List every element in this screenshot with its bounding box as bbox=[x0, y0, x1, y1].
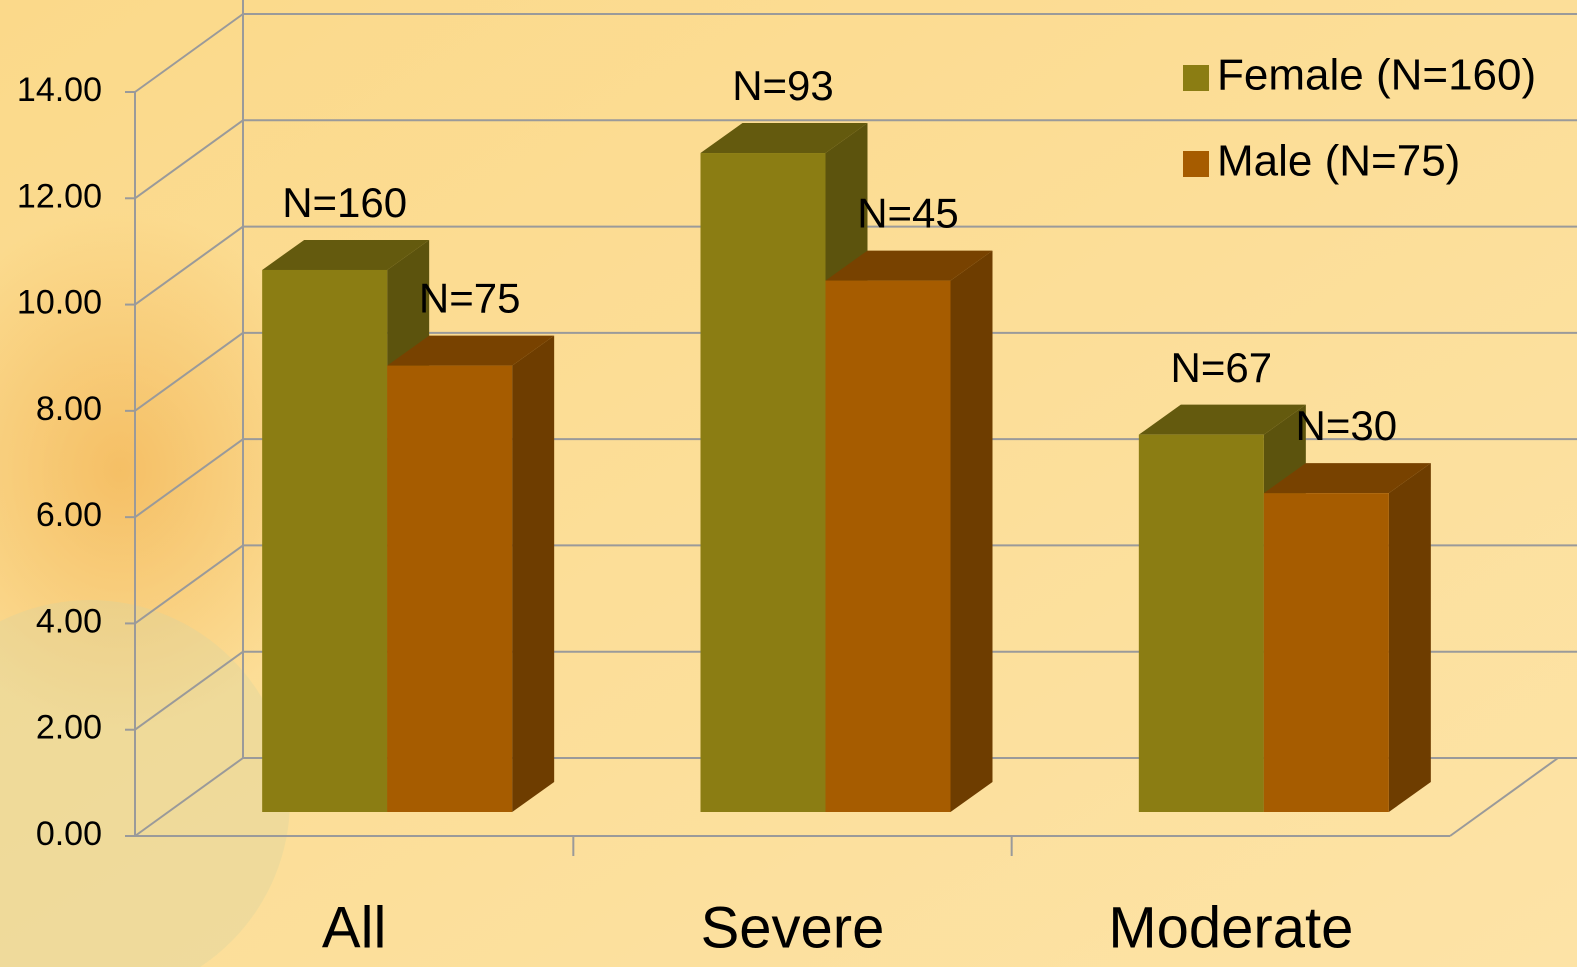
bar-top bbox=[825, 250, 993, 281]
bar bbox=[825, 280, 951, 813]
x-tick-label: Severe bbox=[701, 895, 885, 960]
data-label: N=45 bbox=[857, 190, 959, 237]
grid-line bbox=[134, 544, 244, 625]
grid-line bbox=[134, 650, 244, 731]
bar-top bbox=[262, 239, 430, 270]
x-tick-label: Moderate bbox=[1108, 895, 1353, 960]
grid-line bbox=[134, 119, 244, 200]
data-label: N=93 bbox=[732, 62, 834, 109]
bar-side bbox=[512, 335, 555, 812]
grid-line bbox=[134, 13, 244, 93]
bar-top bbox=[700, 123, 868, 154]
data-label: N=160 bbox=[282, 179, 407, 226]
data-label: N=75 bbox=[419, 275, 521, 322]
grid-line bbox=[134, 438, 244, 518]
legend-swatch bbox=[1183, 151, 1209, 177]
y-tick-label: 2.00 bbox=[36, 709, 102, 747]
y-tick-label: 8.00 bbox=[36, 390, 102, 428]
data-label: N=67 bbox=[1171, 344, 1273, 391]
legend-label: Male (N=75) bbox=[1217, 137, 1460, 186]
bar-top bbox=[1263, 463, 1431, 494]
y-tick-label: 4.00 bbox=[36, 602, 102, 640]
bar bbox=[700, 153, 826, 812]
grid-line bbox=[134, 332, 244, 412]
legend-swatch bbox=[1183, 65, 1209, 91]
legend-label: Female (N=160) bbox=[1217, 51, 1536, 100]
bar bbox=[1138, 434, 1264, 812]
bar-top bbox=[387, 335, 555, 366]
bar bbox=[387, 365, 513, 812]
bar-top bbox=[1138, 404, 1306, 435]
y-tick-label: 12.00 bbox=[17, 177, 102, 215]
background-decoration bbox=[0, 210, 340, 730]
bar bbox=[262, 269, 388, 812]
y-tick-label: 14.00 bbox=[17, 71, 102, 109]
y-tick-label: 10.00 bbox=[17, 284, 102, 322]
data-label: N=30 bbox=[1296, 402, 1398, 449]
bar-side bbox=[1388, 463, 1431, 812]
grid-line bbox=[134, 225, 244, 306]
bar bbox=[1263, 493, 1389, 812]
axis-line bbox=[1449, 757, 1559, 837]
y-tick-label: 6.00 bbox=[36, 496, 102, 534]
x-tick-label: All bbox=[322, 895, 386, 960]
y-tick-label: 0.00 bbox=[36, 815, 102, 853]
bar-side bbox=[950, 250, 993, 813]
background-decoration bbox=[0, 600, 290, 967]
grid-line bbox=[134, 757, 244, 837]
